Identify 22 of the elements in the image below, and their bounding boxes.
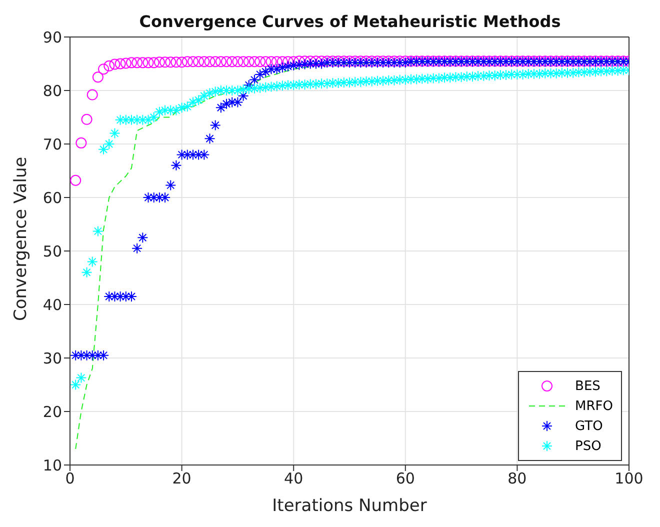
x-tick-label: 20	[172, 470, 192, 488]
legend-label: BES	[575, 378, 600, 394]
y-tick-label: 30	[42, 349, 62, 368]
legend-label: MRFO	[575, 398, 613, 414]
y-tick-label: 60	[42, 188, 62, 207]
y-tick-label: 10	[42, 456, 62, 474]
y-tick-label: 50	[42, 242, 62, 260]
y-tick-label: 90	[42, 28, 62, 46]
x-tick-label: 100	[614, 470, 644, 488]
y-tick-label: 20	[42, 402, 62, 421]
y-tick-label: 40	[42, 296, 62, 314]
x-tick-label: 80	[508, 470, 527, 488]
y-axis-title: Convergence Value	[11, 156, 32, 321]
legend-label: GTO	[575, 418, 603, 434]
y-tick-label: 80	[42, 82, 62, 100]
chart-title: Convergence Curves of Metaheuristic Methods	[138, 12, 562, 31]
x-tick-label: 0	[65, 470, 75, 488]
x-tick-label: 60	[396, 470, 415, 488]
legend-label: PSO	[575, 438, 602, 454]
x-axis-title: Iterations Number	[272, 496, 427, 516]
y-tick-label: 70	[42, 135, 62, 154]
x-tick-label: 40	[284, 470, 304, 488]
